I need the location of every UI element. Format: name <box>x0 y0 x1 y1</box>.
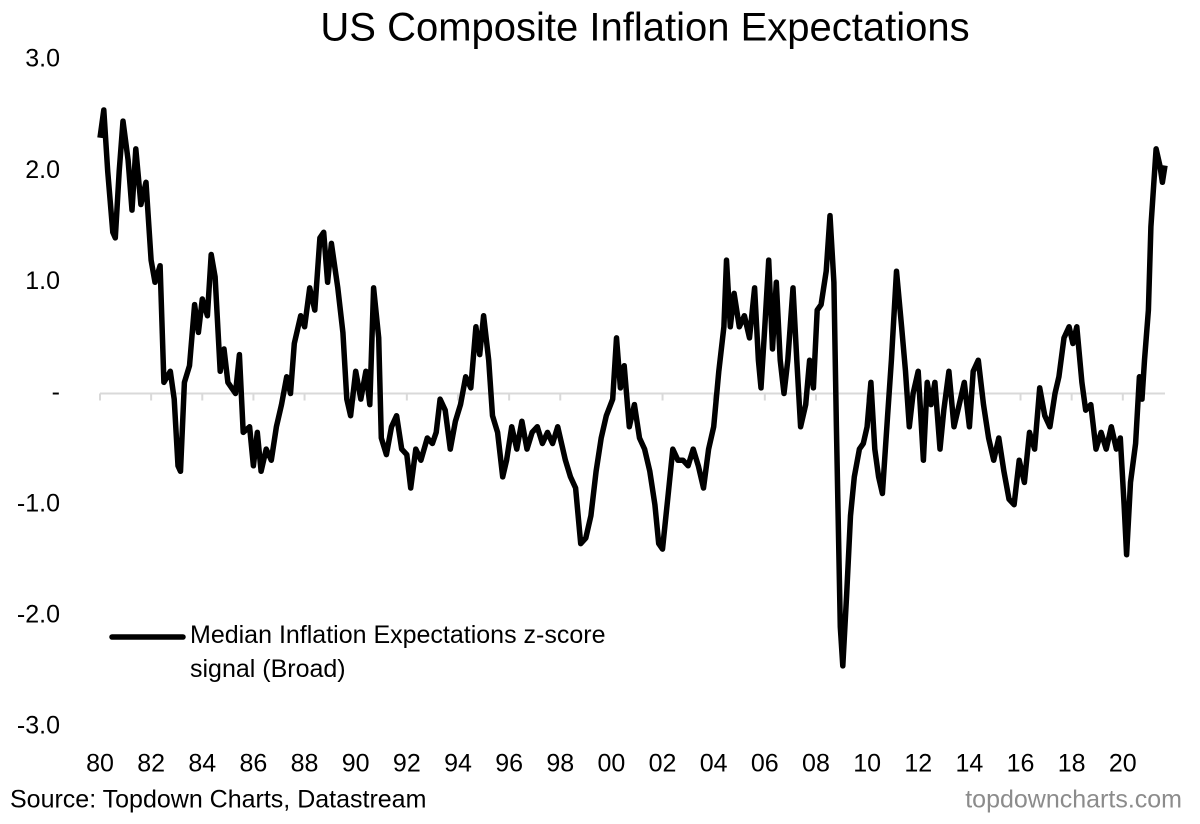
x-tick-label: 98 <box>546 750 574 778</box>
y-tick-label: 1.0 <box>25 267 60 295</box>
x-tick-label: 86 <box>240 750 268 778</box>
x-tick-label: 90 <box>342 750 370 778</box>
series-line <box>97 107 1168 669</box>
x-tick-label: 14 <box>955 750 983 778</box>
x-tick-label: 08 <box>802 750 830 778</box>
source: Source: Topdown Charts, Datastream <box>10 786 426 814</box>
y-tick-label: 2.0 <box>25 156 60 184</box>
x-tick-label: 94 <box>444 750 472 778</box>
chart-title: US Composite Inflation Expectations <box>320 6 969 50</box>
x-tick-label: 16 <box>1007 750 1035 778</box>
x-tick-label: 20 <box>1109 750 1137 778</box>
watermark: topdowncharts.com <box>965 786 1182 814</box>
legend-box: Median Inflation Expectations z-score si… <box>190 621 606 683</box>
x-tick-label: 96 <box>495 750 523 778</box>
x-tick-label: 80 <box>86 750 114 778</box>
x-tick-label: 00 <box>597 750 625 778</box>
x-tick-label: 82 <box>137 750 165 778</box>
x-tick-label: 92 <box>393 750 421 778</box>
x-tick-label: 02 <box>649 750 677 778</box>
x-tick-label: 04 <box>700 750 728 778</box>
legend-label: Median Inflation Expectations z-score si… <box>190 621 606 683</box>
x-tick-label: 88 <box>291 750 319 778</box>
y-tick-label: - <box>52 378 60 406</box>
y-tick-label: -3.0 <box>17 712 60 740</box>
x-tick-label: 84 <box>188 750 216 778</box>
x-tick-label: 18 <box>1058 750 1086 778</box>
y-tick-label: 3.0 <box>25 45 60 73</box>
y-tick-label: -1.0 <box>17 489 60 517</box>
x-tick-label: 06 <box>751 750 779 778</box>
x-tick-label: 12 <box>904 750 932 778</box>
x-tick-label: 10 <box>853 750 881 778</box>
y-tick-label: -2.0 <box>17 600 60 628</box>
